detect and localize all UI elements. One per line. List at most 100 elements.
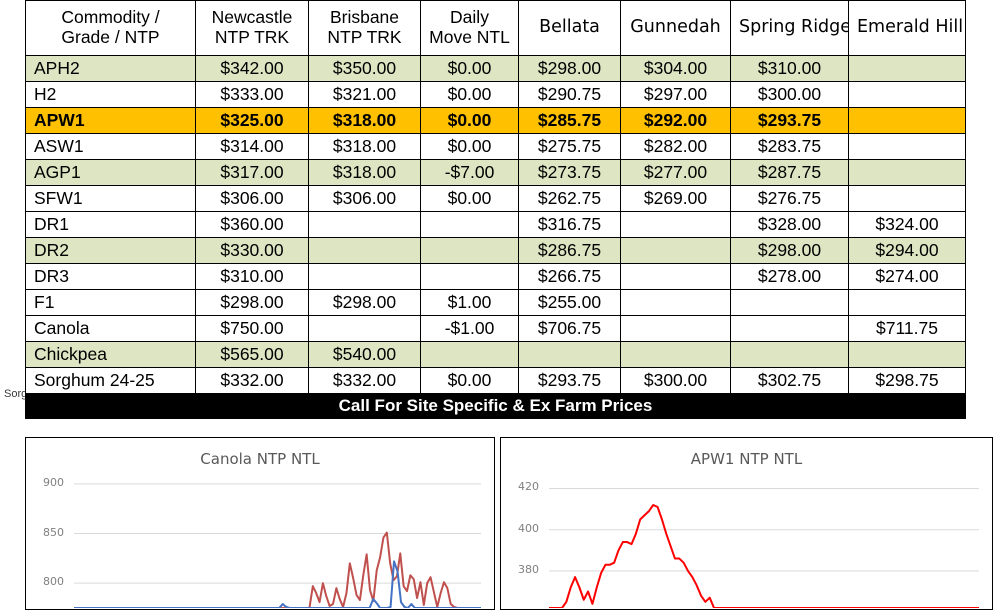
table-row[interactable]: AGP1 $317.00 $318.00 -$7.00 $273.75 $277.00 $2… — [25, 159, 966, 186]
cell-price[interactable]: $332.00 — [195, 367, 309, 394]
table-row[interactable]: DR3 $310.00 $266.75 $278.00 $274.00 — [25, 263, 966, 290]
cell-price[interactable]: $318.00 — [308, 133, 421, 160]
cell-price[interactable]: $275.75 — [518, 133, 621, 160]
cell-price[interactable]: $298.00 — [730, 237, 849, 264]
cell-commodity[interactable]: Chickpea — [25, 341, 196, 368]
cell-commodity[interactable]: SFW1 — [25, 185, 196, 212]
cell-price[interactable]: $298.75 — [848, 367, 966, 394]
cell-price[interactable] — [730, 289, 849, 316]
cell-price[interactable]: $293.75 — [518, 367, 621, 394]
cell-price[interactable]: $324.00 — [848, 211, 966, 238]
cell-commodity[interactable]: H2 — [25, 81, 196, 108]
cell-commodity[interactable]: APH2 — [25, 55, 196, 82]
cell-price[interactable] — [620, 341, 731, 368]
table-row[interactable]: SFW1 $306.00 $306.00 $0.00 $262.75 $269.00 $27… — [25, 185, 966, 212]
cell-price[interactable]: $0.00 — [420, 107, 519, 134]
cell-price[interactable]: $321.00 — [308, 81, 421, 108]
cell-price[interactable]: $294.00 — [848, 237, 966, 264]
cell-price[interactable]: $0.00 — [420, 81, 519, 108]
cell-commodity[interactable]: F1 — [25, 289, 196, 316]
cell-price[interactable]: $276.75 — [730, 185, 849, 212]
cell-price[interactable]: $332.00 — [308, 367, 421, 394]
cell-price[interactable]: $269.00 — [620, 185, 731, 212]
cell-price[interactable]: $302.75 — [730, 367, 849, 394]
cell-price[interactable]: $314.00 — [195, 133, 309, 160]
cell-price[interactable]: $0.00 — [420, 185, 519, 212]
cell-price[interactable]: $318.00 — [308, 159, 421, 186]
table-row[interactable]: F1 $298.00 $298.00 $1.00 $255.00 — [25, 289, 966, 316]
cell-price[interactable] — [620, 237, 731, 264]
cell-commodity[interactable]: DR3 — [25, 263, 196, 290]
cell-price[interactable] — [848, 133, 966, 160]
table-row[interactable]: ASW1 $314.00 $318.00 $0.00 $275.75 $282.00 $28… — [25, 133, 966, 160]
cell-price[interactable]: $273.75 — [518, 159, 621, 186]
cell-price[interactable]: $306.00 — [308, 185, 421, 212]
cell-price[interactable] — [518, 341, 621, 368]
cell-price[interactable]: $277.00 — [620, 159, 731, 186]
cell-price[interactable]: $333.00 — [195, 81, 309, 108]
table-row[interactable]: APH2 $342.00 $350.00 $0.00 $298.00 $304.00 $31… — [25, 55, 966, 82]
cell-price[interactable] — [620, 315, 731, 342]
cell-price[interactable]: $318.00 — [308, 107, 421, 134]
cell-price[interactable]: $316.75 — [518, 211, 621, 238]
cell-price[interactable] — [730, 315, 849, 342]
cell-price[interactable]: $0.00 — [420, 367, 519, 394]
cell-commodity[interactable]: DR1 — [25, 211, 196, 238]
cell-price[interactable]: $0.00 — [420, 133, 519, 160]
cell-price[interactable] — [420, 211, 519, 238]
cell-price[interactable]: $328.00 — [730, 211, 849, 238]
table-row[interactable]: APW1 $325.00 $318.00 $0.00 $285.75 $292.00 $29… — [25, 107, 966, 134]
cell-price[interactable] — [848, 159, 966, 186]
cell-price[interactable] — [420, 341, 519, 368]
cell-price[interactable]: $287.75 — [730, 159, 849, 186]
cell-price[interactable]: $300.00 — [730, 81, 849, 108]
cell-price[interactable]: -$7.00 — [420, 159, 519, 186]
table-row[interactable]: Canola $750.00 -$1.00 $706.75 $711.75 — [25, 315, 966, 342]
cell-price[interactable] — [848, 185, 966, 212]
cell-price[interactable]: $255.00 — [518, 289, 621, 316]
cell-price[interactable] — [420, 263, 519, 290]
cell-commodity[interactable]: DR2 — [25, 237, 196, 264]
cell-commodity[interactable]: Sorghum 24-25 — [25, 367, 196, 394]
cell-price[interactable] — [308, 263, 421, 290]
table-row[interactable]: Chickpea $565.00 $540.00 — [25, 341, 966, 368]
cell-price[interactable]: $285.75 — [518, 107, 621, 134]
cell-price[interactable] — [848, 341, 966, 368]
cell-price[interactable]: $310.00 — [730, 55, 849, 82]
table-row[interactable]: Sorghum 24-25 $332.00 $332.00 $0.00 $293.75 $… — [25, 367, 966, 394]
cell-price[interactable] — [308, 237, 421, 264]
cell-price[interactable]: $565.00 — [195, 341, 309, 368]
cell-price[interactable] — [620, 289, 731, 316]
cell-price[interactable]: $0.00 — [420, 55, 519, 82]
cell-price[interactable]: $278.00 — [730, 263, 849, 290]
cell-price[interactable]: $706.75 — [518, 315, 621, 342]
cell-price[interactable]: $350.00 — [308, 55, 421, 82]
cell-price[interactable]: $293.75 — [730, 107, 849, 134]
cell-price[interactable] — [420, 237, 519, 264]
cell-price[interactable]: $342.00 — [195, 55, 309, 82]
cell-price[interactable]: $290.75 — [518, 81, 621, 108]
cell-price[interactable]: $286.75 — [518, 237, 621, 264]
table-row[interactable]: DR1 $360.00 $316.75 $328.00 $324.00 — [25, 211, 966, 238]
cell-price[interactable] — [848, 81, 966, 108]
cell-commodity[interactable]: ASW1 — [25, 133, 196, 160]
cell-price[interactable]: $300.00 — [620, 367, 731, 394]
cell-price[interactable]: $325.00 — [195, 107, 309, 134]
cell-price[interactable]: $711.75 — [848, 315, 966, 342]
cell-price[interactable]: $317.00 — [195, 159, 309, 186]
cell-price[interactable]: $750.00 — [195, 315, 309, 342]
cell-price[interactable]: $1.00 — [420, 289, 519, 316]
cell-price[interactable]: $298.00 — [308, 289, 421, 316]
cell-commodity[interactable]: Canola — [25, 315, 196, 342]
cell-price[interactable]: $283.75 — [730, 133, 849, 160]
cell-price[interactable]: $306.00 — [195, 185, 309, 212]
cell-commodity[interactable]: AGP1 — [25, 159, 196, 186]
cell-commodity[interactable]: APW1 — [25, 107, 196, 134]
cell-price[interactable] — [620, 211, 731, 238]
cell-price[interactable]: -$1.00 — [420, 315, 519, 342]
cell-price[interactable]: $360.00 — [195, 211, 309, 238]
cell-price[interactable] — [308, 211, 421, 238]
cell-price[interactable]: $330.00 — [195, 237, 309, 264]
cell-price[interactable]: $262.75 — [518, 185, 621, 212]
cell-price[interactable] — [308, 315, 421, 342]
